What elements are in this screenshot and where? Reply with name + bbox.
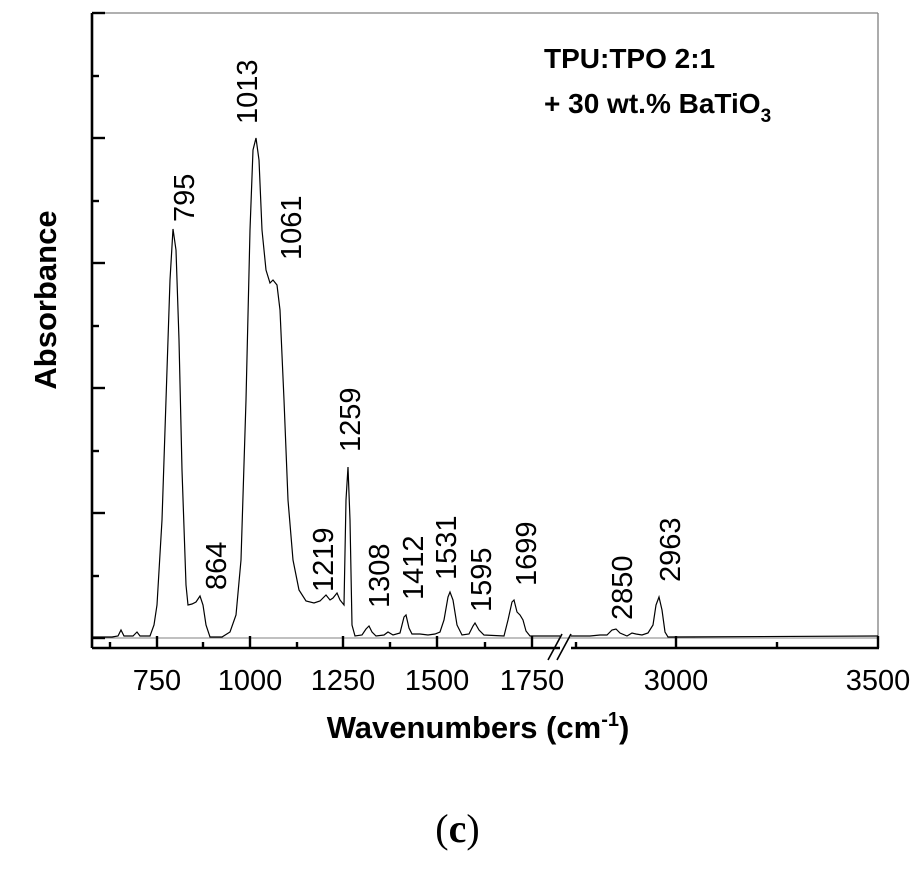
peak-label-1412: 1412 [398,535,430,600]
x-axis-ticks [108,636,880,648]
peak-label-1013: 1013 [232,59,264,124]
spectrum-line [92,137,879,638]
x-tick-3500: 3500 [846,665,911,697]
caption-letter: c [448,806,467,851]
x-tick-1250: 1250 [311,665,376,697]
peak-label-1219: 1219 [308,527,340,592]
peak-label-795: 795 [169,174,201,222]
x-tick-3000: 3000 [644,665,709,697]
peak-label-1061: 1061 [276,195,308,260]
ftir-spectrum-chart: 750 1000 1250 1500 1750 3000 3500 Wavenu… [28,11,910,745]
peak-label-1531: 1531 [431,515,463,580]
peak-label-1259: 1259 [335,387,367,452]
y-axis-label: Absorbance [28,210,63,389]
sample-annotation: TPU:TPO 2:1 + 30 wt.% BaTiO3 [544,43,771,127]
figure-caption: (c) [0,805,915,852]
annotation-line-2: + 30 wt.% BaTiO3 [544,88,771,127]
plot-frame [90,12,879,650]
x-axis-label: Wavenumbers (cm-1) [327,709,630,745]
y-axis-ticks [92,11,105,640]
peak-label-2963: 2963 [655,517,687,582]
peak-label-1308: 1308 [364,543,396,608]
x-tick-750: 750 [133,665,181,697]
caption-open-paren: ( [435,806,449,851]
x-tick-labels: 750 1000 1250 1500 1750 3000 3500 [133,665,910,697]
peak-label-864: 864 [201,542,233,590]
x-tick-1750: 1750 [500,665,565,697]
axis-break-icon [547,633,572,661]
x-tick-1000: 1000 [218,665,283,697]
peak-labels: 795 864 1013 1061 1219 1259 1308 1412 15… [169,59,687,620]
x-tick-1500: 1500 [405,665,470,697]
peak-label-1595: 1595 [466,547,498,612]
caption-close-paren: ) [466,806,480,851]
peak-label-1699: 1699 [511,521,543,586]
peak-label-2850: 2850 [607,555,639,620]
annotation-line-1: TPU:TPO 2:1 [544,43,715,74]
